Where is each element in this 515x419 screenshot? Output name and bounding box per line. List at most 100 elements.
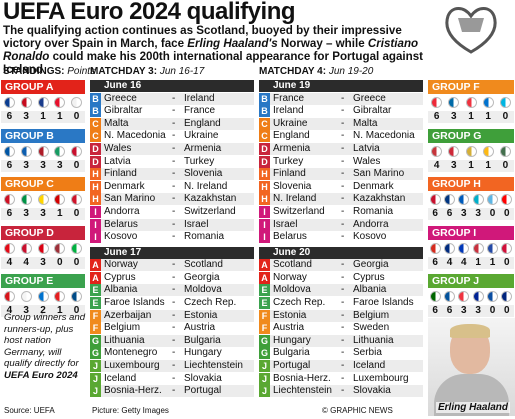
- flag: [482, 145, 494, 157]
- home-team: Israel: [273, 218, 298, 230]
- date-header: June 16: [90, 80, 254, 92]
- group-letter: G: [90, 334, 101, 347]
- away-team: Slovenia: [184, 168, 223, 180]
- source: Source: UEFA: [4, 406, 55, 415]
- flag: [501, 291, 513, 303]
- separator: -: [172, 347, 176, 359]
- flag: [444, 194, 455, 206]
- away-team: San Marino: [353, 168, 405, 180]
- away-team: Georgia: [184, 271, 220, 283]
- home-team: Kosovo: [104, 231, 138, 243]
- subtitle-part: could make his 200th international appea…: [3, 50, 424, 76]
- separator: -: [172, 168, 176, 180]
- home-team: Belarus: [273, 231, 307, 243]
- home-team: Hungary: [273, 334, 311, 346]
- group-letter: C: [90, 130, 101, 143]
- separator: -: [172, 205, 176, 217]
- home-team: Greece: [104, 92, 137, 104]
- fixture-row: [259, 92, 423, 105]
- date-header: June 19: [259, 80, 423, 92]
- flag: [54, 242, 66, 254]
- flag: [487, 194, 498, 206]
- separator: -: [341, 372, 345, 384]
- separator: -: [341, 142, 345, 154]
- separator: -: [341, 360, 345, 371]
- group-letter: D: [90, 155, 101, 168]
- flag: [37, 291, 49, 303]
- separator: -: [172, 372, 176, 384]
- home-team: Belarus: [104, 218, 138, 230]
- away-team: Slovakia: [184, 372, 222, 384]
- home-team: Bosnia-Herz.: [273, 372, 331, 384]
- flag: [71, 194, 83, 206]
- group-points: 0: [499, 305, 514, 318]
- separator: -: [172, 218, 176, 230]
- away-team: Turkey: [184, 155, 215, 167]
- matchday-text: MATCHDAY 4:: [259, 66, 327, 77]
- away-team: Kosovo: [353, 231, 387, 243]
- subtitle-part: Erling Haaland's: [187, 37, 278, 50]
- group-points: 3: [51, 159, 69, 172]
- separator: -: [341, 155, 345, 167]
- flag: [54, 97, 66, 108]
- home-team: Bulgaria: [273, 347, 310, 359]
- fixture-row: [90, 142, 254, 155]
- fixture-row: [90, 372, 254, 385]
- flag: [499, 97, 511, 108]
- group-points: 3: [34, 256, 52, 269]
- home-team: Luxembourg: [104, 360, 160, 371]
- picture-credit: Picture: Getty Images: [92, 406, 169, 415]
- fixture-row: [259, 231, 423, 244]
- away-team: Moldova: [184, 284, 222, 296]
- group-letter: I: [259, 231, 270, 244]
- title: UEFA Euro 2024 qualifying: [3, 0, 296, 25]
- away-team: Romania: [184, 231, 225, 243]
- away-team: Bulgaria: [184, 334, 221, 346]
- flag: [444, 291, 455, 303]
- trophy-logo: [445, 7, 497, 54]
- group-points: 4: [428, 159, 446, 172]
- standings-unit: Points: [67, 66, 96, 77]
- fixture-row: [259, 130, 423, 143]
- group-letter: F: [90, 309, 101, 322]
- away-team: Belgium: [353, 309, 390, 321]
- group-letter: A: [90, 259, 101, 272]
- separator: -: [341, 218, 345, 230]
- flag: [20, 242, 32, 254]
- home-team: Belgium: [104, 322, 141, 334]
- home-team: Iceland: [104, 372, 137, 384]
- fixture-row: [90, 205, 254, 218]
- group-header: GROUP G: [428, 128, 514, 143]
- note-bold: UEFA Euro 2024: [4, 369, 78, 381]
- group-points: 6: [428, 111, 446, 123]
- away-team: Hungary: [184, 347, 222, 359]
- separator: -: [172, 284, 176, 296]
- separator: -: [341, 259, 345, 271]
- credit: © GRAPHIC NEWS: [322, 406, 393, 415]
- away-team: Kazakhstan: [184, 193, 237, 205]
- group-letter: H: [259, 193, 270, 206]
- separator: -: [341, 180, 345, 192]
- matchday-label: MATCHDAY 3: Jun 16-17: [90, 66, 204, 77]
- fixture-row: [90, 117, 254, 130]
- away-team: Faroe Islands: [353, 297, 414, 308]
- separator: -: [341, 385, 345, 397]
- home-team: San Marino: [104, 193, 156, 205]
- photo-hair: [450, 324, 490, 338]
- separator: -: [341, 347, 345, 359]
- away-team: Sweden: [353, 322, 390, 334]
- flag: [431, 97, 443, 108]
- fixture-row: [90, 218, 254, 231]
- fixture-row: [259, 155, 423, 168]
- group-header: GROUP C: [1, 177, 85, 192]
- flag: [71, 97, 83, 108]
- fixture-row: [259, 218, 423, 231]
- logo-heart: [445, 7, 497, 54]
- separator: -: [341, 271, 345, 283]
- away-team: Estonia: [184, 309, 218, 321]
- group-letter: C: [90, 117, 101, 130]
- group-header: GROUP H: [428, 177, 514, 192]
- date-header: June 20: [259, 246, 423, 259]
- fixture-row: [90, 271, 254, 284]
- group-points: 1: [479, 159, 497, 172]
